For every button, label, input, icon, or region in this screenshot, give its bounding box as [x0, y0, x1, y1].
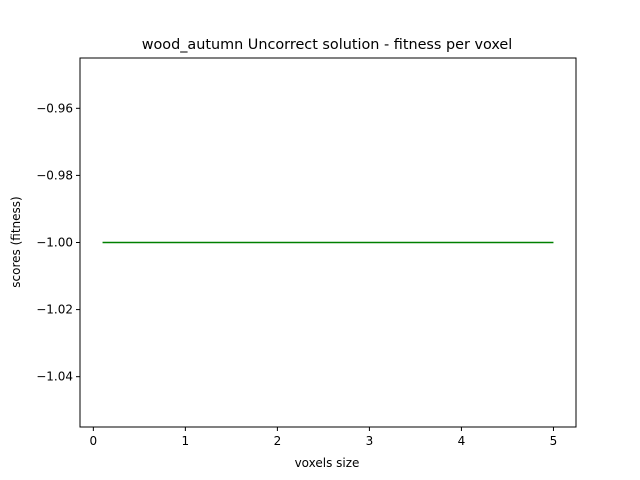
- x-tick-label: 5: [550, 434, 558, 448]
- x-tick-label: 2: [274, 434, 282, 448]
- y-axis-label: scores (fitness): [9, 196, 23, 287]
- x-tick-label: 4: [458, 434, 466, 448]
- chart-title: wood_autumn Uncorrect solution - fitness…: [142, 37, 513, 53]
- x-axis-label: voxels size: [295, 456, 360, 470]
- x-axis: 0 1 2 3 4 5: [90, 427, 558, 448]
- y-tick-label: −1.00: [36, 236, 73, 250]
- x-tick-label: 3: [366, 434, 374, 448]
- x-tick-label: 1: [182, 434, 190, 448]
- y-tick-label: −1.04: [36, 370, 73, 384]
- y-axis: −0.96 −0.98 −1.00 −1.02 −1.04: [36, 101, 80, 384]
- x-tick-label: 0: [90, 434, 98, 448]
- y-tick-label: −1.02: [36, 303, 73, 317]
- y-tick-label: −0.98: [36, 168, 73, 182]
- y-tick-label: −0.96: [36, 101, 73, 115]
